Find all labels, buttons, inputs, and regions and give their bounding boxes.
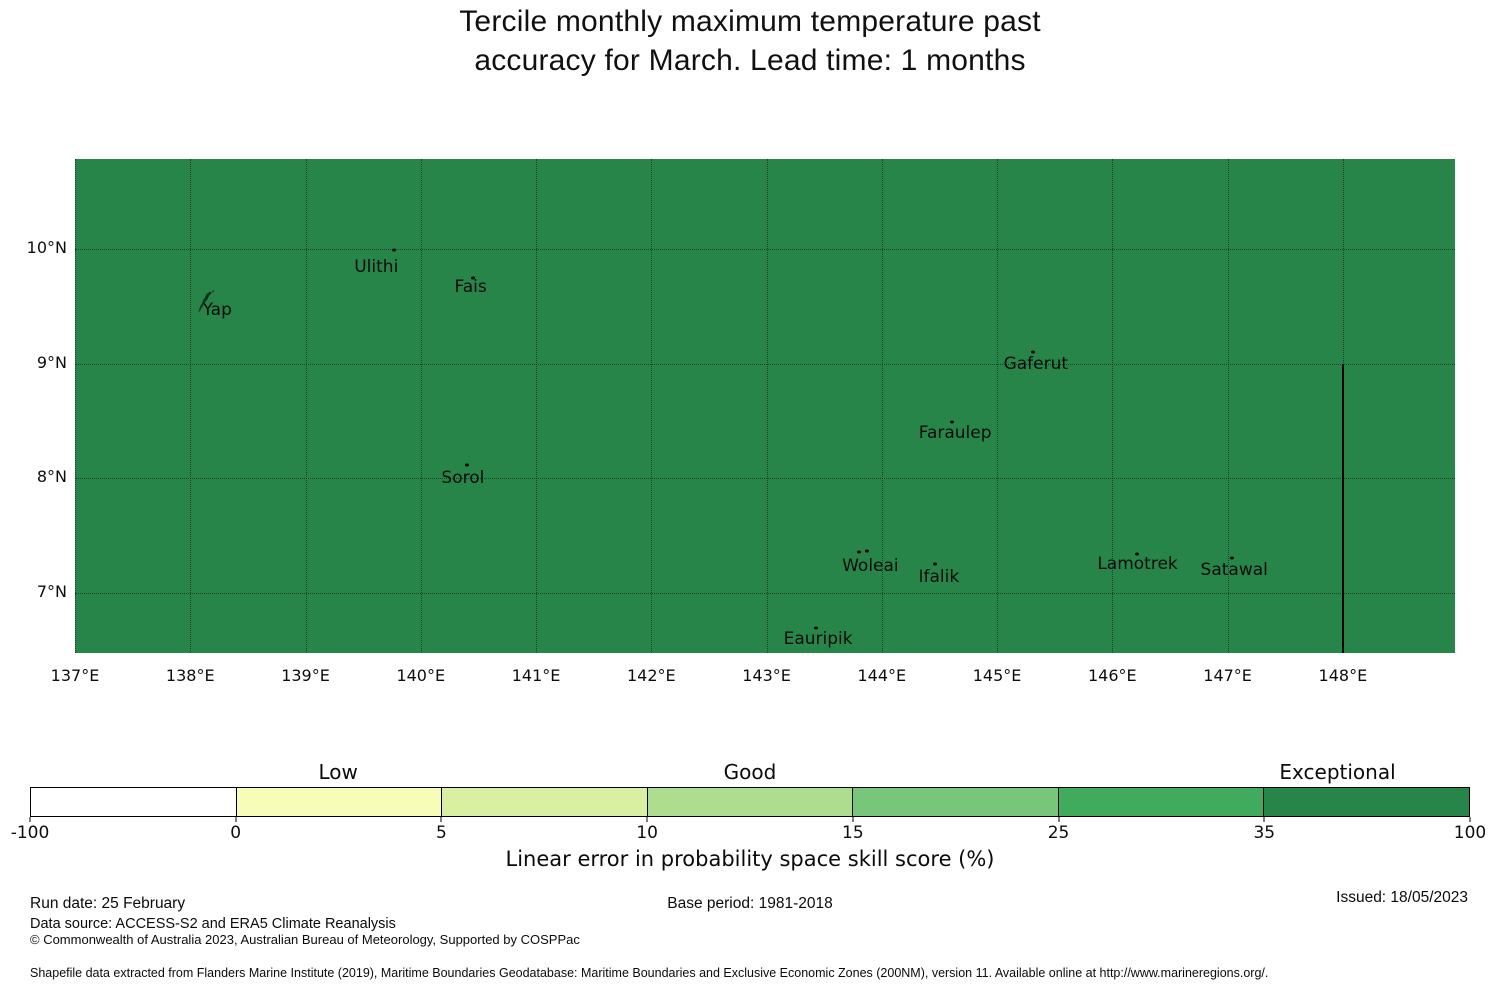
x-tick-label: 138°E (165, 666, 215, 685)
island-label: Ifalik (918, 567, 960, 588)
run-date-text: Run date: 25 February (30, 895, 186, 912)
figure-title: Tercile monthly maximum temperature past… (0, 2, 1500, 80)
island-marker-dot (857, 550, 862, 554)
colorbar-category-label: Exceptional (1279, 760, 1396, 784)
colorbar-tick-label: 0 (230, 823, 242, 843)
gridline-latitude (75, 249, 1455, 251)
gridline-longitude (1112, 159, 1114, 653)
x-tick-label: 139°E (281, 666, 330, 685)
gridline-longitude (305, 159, 307, 653)
colorbar-segment (1057, 788, 1264, 816)
island-shape-icon (198, 290, 215, 312)
colorbar-tick-label: 5 (436, 823, 447, 843)
colorbar-tick (440, 817, 442, 822)
title-line-1: Tercile monthly maximum temperature past (459, 5, 1041, 38)
issued-date-text: Issued: 18/05/2023 (1336, 889, 1468, 906)
x-tick-label: 137°E (50, 666, 100, 685)
island-label: Woleai (842, 555, 899, 576)
colorbar-tick-label: 100 (1453, 823, 1487, 843)
base-period-text: Base period: 1981-2018 (667, 895, 833, 912)
x-tick-label: 146°E (1088, 666, 1137, 685)
gridline-longitude (536, 159, 538, 653)
island-outline-yap (194, 289, 218, 315)
island-label: Faraulep (918, 423, 992, 444)
x-tick-label: 145°E (972, 666, 1022, 685)
eez-boundary-line (1341, 363, 1344, 653)
island-label: Satawal (1200, 559, 1268, 580)
colorbar-tick (235, 817, 237, 822)
x-tick-label: 148°E (1318, 666, 1368, 685)
island-marker-dot (814, 626, 819, 630)
island-label: Gaferut (1003, 354, 1069, 375)
gridline-longitude (420, 159, 422, 653)
colorbar-segment (235, 788, 442, 816)
colorbar-segment (852, 788, 1058, 816)
colorbar-segment (1263, 788, 1470, 816)
island-marker-dot (1230, 556, 1235, 560)
gridline-longitude (1227, 159, 1229, 653)
colorbar-tick-label: 15 (842, 823, 864, 843)
colorbar-tick-label: 10 (636, 823, 658, 843)
island-label: Fais (454, 276, 487, 297)
x-tick-label: 143°E (742, 666, 791, 685)
colorbar-tick (1469, 817, 1471, 822)
gridline-longitude (881, 159, 883, 653)
data-source-text: Data source: ACCESS-S2 and ERA5 Climate … (30, 916, 396, 932)
colorbar-tick (1263, 817, 1265, 822)
copyright-text: © Commonwealth of Australia 2023, Austra… (30, 932, 580, 947)
colorbar-tick (852, 817, 854, 822)
gridline-longitude (997, 159, 999, 653)
x-tick-label: 147°E (1203, 666, 1252, 685)
island-marker-dot (392, 248, 397, 252)
island-marker-dot (464, 463, 469, 467)
island-label: Lamotrek (1097, 554, 1178, 575)
x-tick-label: 144°E (857, 666, 907, 685)
colorbar-segment (31, 788, 236, 816)
colorbar-tick (646, 817, 648, 822)
island-marker-dot (932, 562, 937, 566)
island-marker-dot (470, 276, 475, 280)
gridline-longitude (75, 159, 76, 653)
colorbar-tick (29, 817, 31, 822)
island-label: Eauripik (783, 628, 853, 649)
y-tick-label: 10°N (26, 238, 67, 258)
shapefile-note-text: Shapefile data extracted from Flanders M… (30, 966, 1269, 980)
colorbar (30, 787, 1470, 817)
y-tick-label: 8°N (36, 467, 67, 487)
island-marker-dot (1134, 552, 1139, 556)
colorbar-category-label: Low (318, 760, 358, 784)
y-tick-label: 9°N (36, 352, 67, 372)
gridline-longitude (651, 159, 653, 653)
colorbar-segment (441, 788, 647, 816)
colorbar-axis-label: Linear error in probability space skill … (505, 847, 995, 871)
y-tick-label: 7°N (36, 582, 67, 602)
colorbar-tick-label: 25 (1047, 823, 1070, 843)
title-line-2: accuracy for March. Lead time: 1 months (474, 44, 1026, 77)
x-tick-label: 140°E (396, 666, 446, 685)
gridline-latitude (75, 363, 1455, 365)
gridline-latitude (75, 593, 1455, 595)
island-label: Yap (202, 299, 232, 320)
colorbar-segment (646, 788, 853, 816)
colorbar-category-label: Good (723, 760, 777, 784)
colorbar-tick (1058, 817, 1060, 822)
island-marker-dot (865, 549, 870, 553)
island-label: Ulithi (354, 257, 399, 278)
x-tick-label: 141°E (511, 666, 561, 685)
island-marker-dot (1030, 350, 1035, 354)
island-marker-dot (950, 420, 955, 424)
colorbar-tick-label: -100 (10, 823, 50, 843)
gridline-longitude (766, 159, 768, 653)
x-tick-label: 142°E (626, 666, 676, 685)
island-label: Sorol (441, 467, 485, 488)
gridline-latitude (75, 478, 1455, 480)
map-area (75, 159, 1455, 653)
colorbar-tick-label: 35 (1253, 823, 1276, 843)
gridline-longitude (190, 159, 192, 653)
